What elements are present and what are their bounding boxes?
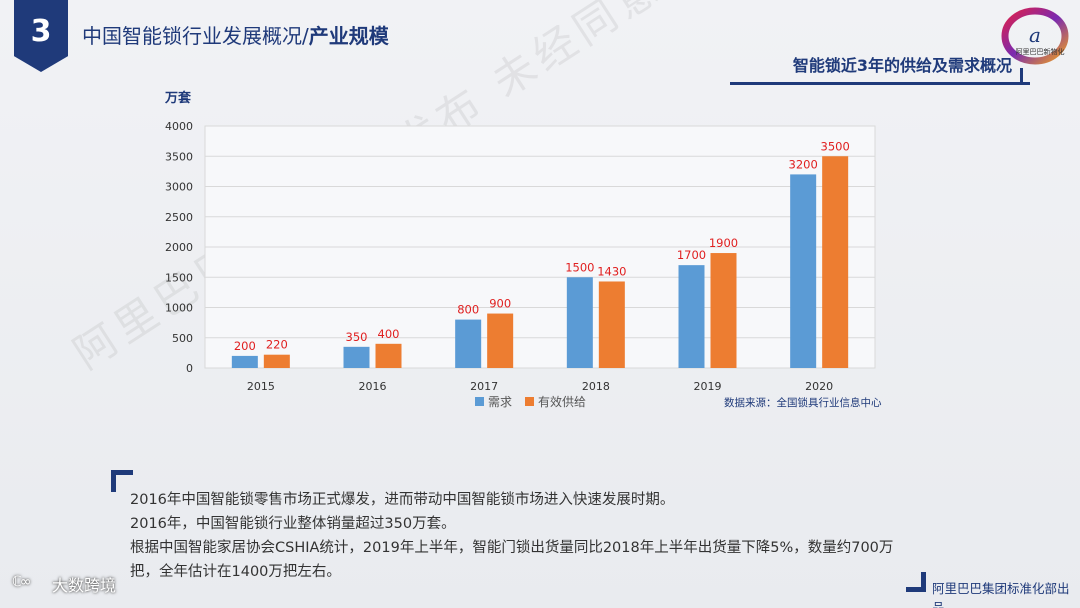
notes-bracket-end-icon — [906, 572, 926, 592]
data-label: 3200 — [789, 157, 818, 171]
brand-mark-icon: ℂ∞ — [12, 574, 31, 590]
y-unit-label: 万套 — [164, 90, 192, 106]
y-tick-label: 4000 — [165, 120, 193, 133]
bar-demand — [790, 174, 817, 368]
bar-supply — [710, 253, 737, 368]
page-title-main: 中国智能锁行业发展概况/ — [82, 24, 309, 48]
legend-label: 有效供给 — [538, 394, 586, 409]
page-title-strong: 产业规模 — [308, 24, 389, 48]
x-tick-label: 2016 — [359, 380, 387, 393]
data-label: 220 — [266, 338, 288, 352]
logo-text: 阿里巴巴新物化 — [1015, 48, 1065, 56]
data-source: 数据来源：全国锁具行业信息中心 — [724, 396, 882, 409]
subtitle-underline-tick — [1020, 68, 1023, 85]
subtitle-underline — [730, 82, 1030, 85]
y-tick-label: 500 — [172, 332, 193, 345]
bar-demand — [455, 319, 482, 368]
y-tick-label: 1000 — [165, 302, 193, 315]
data-label: 900 — [489, 297, 511, 311]
footer-brand: ℂ∞ 大数跨境 — [12, 572, 116, 596]
data-label: 200 — [234, 339, 256, 353]
note-3: 根据中国智能家居协会CSHIA统计，2019年上半年，智能门锁出货量同比2018… — [130, 540, 894, 580]
data-label: 1700 — [677, 248, 706, 262]
chart-svg: 万套 0 500 1000 1500 2000 2500 3000 3500 4000 200 220… — [164, 90, 882, 409]
data-label: 400 — [378, 327, 400, 341]
notes-bracket-icon — [111, 470, 133, 492]
bar-demand — [566, 277, 593, 368]
notes-block: 2016年中国智能锁零售市场正式爆发，进而带动中国智能锁市场进入快速发展时期。 … — [130, 488, 910, 584]
data-label: 1500 — [565, 260, 594, 274]
data-label: 350 — [346, 330, 368, 344]
bar-demand — [678, 265, 705, 368]
bar-supply — [822, 156, 849, 368]
svg-text:a: a — [1029, 23, 1041, 47]
note-1: 2016年中国智能锁零售市场正式爆发，进而带动中国智能锁市场进入快速发展时期。 — [130, 492, 675, 508]
bar-demand — [343, 346, 370, 368]
x-tick-label: 2018 — [582, 380, 610, 393]
x-tick-label: 2015 — [247, 380, 275, 393]
y-tick-label: 2000 — [165, 241, 193, 254]
brand-logo-icon: a — [1001, 7, 1069, 65]
data-label: 1430 — [597, 264, 626, 278]
footer-brand-text: 大数跨境 — [52, 576, 117, 595]
y-tick-label: 2500 — [165, 211, 193, 224]
legend-label: 需求 — [488, 395, 512, 409]
bar-demand — [231, 355, 258, 368]
bar-chart: 万套 0 500 1000 1500 2000 2500 3000 3500 4000 200 220… — [150, 88, 910, 428]
section-number: 3 — [30, 14, 52, 49]
footer-credit: 阿里巴巴集团标准化部出品 — [932, 581, 1070, 608]
chart-subtitle: 智能锁近3年的供给及需求概况 — [792, 56, 1012, 75]
data-label: 3500 — [821, 139, 850, 153]
y-tick-label: 3000 — [165, 181, 193, 194]
y-tick-label: 0 — [186, 362, 193, 375]
x-tick-label: 2020 — [805, 380, 833, 393]
y-tick-label: 3500 — [165, 150, 193, 163]
x-tick-label: 2017 — [470, 380, 498, 393]
bar-supply — [375, 343, 402, 368]
y-tick-label: 1500 — [165, 271, 193, 284]
page-title: 中国智能锁行业发展概况/产业规模 — [82, 20, 389, 49]
bar-supply — [598, 281, 625, 368]
note-2: 2016年，中国智能锁行业整体销量超过350万套。 — [130, 516, 456, 532]
bar-supply — [263, 354, 290, 368]
data-label: 1900 — [709, 236, 738, 250]
section-number-badge: 3 — [14, 0, 68, 72]
legend-swatch — [525, 397, 534, 406]
x-tick-label: 2019 — [694, 380, 722, 393]
data-label: 800 — [457, 303, 479, 317]
bar-supply — [487, 313, 514, 368]
legend-swatch — [475, 397, 484, 406]
